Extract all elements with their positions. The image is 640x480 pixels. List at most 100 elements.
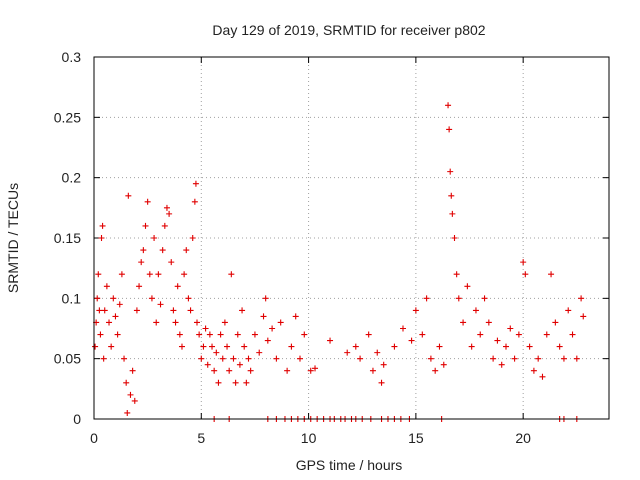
data-point [436,343,443,350]
data-point [312,365,319,372]
data-point [580,313,587,320]
data-point [449,210,456,217]
data-point [101,307,108,314]
y-axis-label: SRMTID / TECUs [5,183,21,293]
x-tick-label: 0 [90,430,98,446]
data-point [106,319,113,326]
data-point [146,271,153,278]
data-point [217,331,224,338]
data-point [243,379,250,386]
y-tick-label: 0.1 [62,290,82,306]
data-point [230,355,237,362]
data-point [256,349,263,356]
data-point [556,343,563,350]
data-point [131,397,138,404]
data-point [206,331,213,338]
data-point [451,235,458,241]
data-point [124,409,131,416]
data-point [108,343,115,350]
data-point [357,355,364,362]
data-point [97,331,104,338]
x-tick-label: 10 [301,430,317,446]
data-point [273,355,280,362]
data-point [427,355,434,362]
data-point [211,367,218,374]
data-point [365,331,372,338]
data-point [226,367,233,374]
data-point [163,204,170,211]
data-point [127,391,134,398]
data-point [565,307,572,314]
data-point [578,295,585,302]
data-point [520,259,527,266]
data-point [194,319,200,326]
data-point [548,271,555,278]
data-point [277,319,284,326]
data-point [174,283,181,290]
data-point [378,379,385,386]
data-point [138,259,145,266]
data-point [485,319,492,326]
data-point [224,343,231,350]
data-point [269,325,276,332]
y-tick-label: 0.15 [54,230,81,246]
data-point [99,222,106,229]
data-point [148,295,155,302]
data-point [176,331,183,338]
data-point [530,367,537,374]
data-point [251,331,258,338]
data-point [96,307,103,314]
data-point [202,325,209,332]
data-point [114,331,121,338]
data-point [503,343,509,350]
data-point [460,319,467,326]
data-point [228,271,235,278]
data-point [112,313,119,320]
data-point [200,343,207,350]
data-point [221,319,228,326]
data-point [301,331,308,338]
data-point [110,295,117,302]
data-point [284,367,291,374]
data-point [140,247,147,254]
data-point [468,343,475,350]
y-tick-label: 0.2 [62,170,82,186]
data-point [125,192,132,199]
data-point [412,307,419,314]
data-point [181,271,188,278]
data-point [123,379,130,386]
data-point [440,361,447,368]
data-point [535,355,542,362]
data-point [400,325,406,332]
data-point [170,307,177,314]
x-axis: 0 5 10 15 20 [90,57,531,446]
data-point [288,343,295,350]
y-tick-label: 0.05 [54,351,81,367]
data-point [481,295,488,302]
data-point [232,379,239,386]
data-point [464,283,471,290]
data-point [511,355,518,362]
x-tick-label: 20 [515,430,531,446]
grid-lines [94,57,609,419]
data-point [260,313,267,320]
x-axis-label: GPS time / hours [296,457,403,473]
data-point [239,307,246,314]
data-point [166,210,173,217]
data-point [95,271,102,278]
data-point [494,337,501,344]
y-axis: 0 0.05 0.1 0.15 0.2 0.25 0.3 [54,49,609,427]
data-point [307,367,314,374]
data-point [453,271,460,278]
data-point [573,355,580,362]
data-point [472,307,479,314]
y-tick-label: 0.3 [62,49,82,65]
data-point [374,349,381,356]
data-point [292,313,299,320]
data-point [155,271,162,278]
data-point [432,367,439,374]
plot-frame [93,56,610,420]
data-point [408,337,415,344]
y-tick-label: 0 [73,411,81,427]
